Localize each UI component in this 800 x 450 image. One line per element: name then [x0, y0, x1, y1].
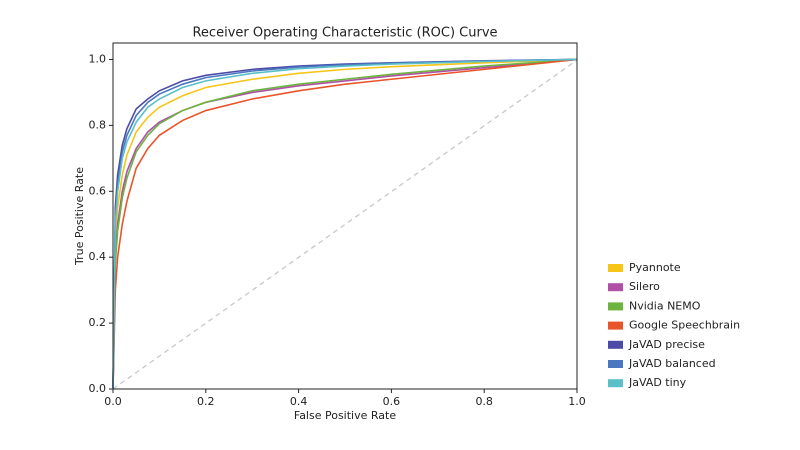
y-tick-label: 0.0 — [89, 382, 107, 395]
x-tick-label: 0.6 — [383, 395, 401, 408]
y-tick-label: 0.2 — [89, 316, 107, 329]
roc-curve — [112, 58, 578, 390]
legend-swatch — [608, 264, 623, 272]
legend-label: Silero — [629, 280, 660, 293]
legend-swatch — [608, 302, 623, 311]
roc-curve — [112, 58, 578, 390]
legend-swatch — [608, 321, 623, 330]
y-tick-label: 1.0 — [89, 52, 107, 65]
x-tick-label: 1.0 — [568, 395, 586, 408]
legend-swatch — [608, 379, 623, 388]
legend-swatch — [608, 340, 623, 349]
plot-frame — [112, 42, 578, 390]
legend-swatch — [608, 283, 623, 292]
chart-title: Receiver Operating Characteristic (ROC) … — [192, 26, 497, 41]
y-tick-label: 0.6 — [89, 184, 107, 197]
legend-label: JaVAD precise — [628, 338, 705, 351]
chance-line — [112, 59, 578, 390]
legend-label: JaVAD tiny — [628, 376, 687, 389]
x-tick-label: 0.4 — [290, 395, 308, 408]
roc-curve — [112, 58, 578, 390]
x-axis-label: False Positive Rate — [294, 409, 396, 422]
legend-label: Google Speechbrain — [629, 319, 740, 332]
legend-label: Nvidia NEMO — [629, 299, 701, 312]
x-tick-label: 0.2 — [197, 395, 215, 408]
legend-label: JaVAD balanced — [628, 357, 716, 370]
y-axis-label: True Positive Rate — [73, 167, 86, 266]
x-tick-label: 0.0 — [104, 395, 122, 408]
roc-curve — [112, 58, 578, 390]
x-tick-label: 0.8 — [475, 395, 493, 408]
legend-label: Pyannote — [629, 261, 681, 274]
y-tick-label: 0.4 — [89, 250, 107, 263]
roc-curve — [112, 58, 578, 390]
legend-swatch — [608, 360, 623, 368]
y-tick-label: 0.8 — [89, 118, 107, 131]
